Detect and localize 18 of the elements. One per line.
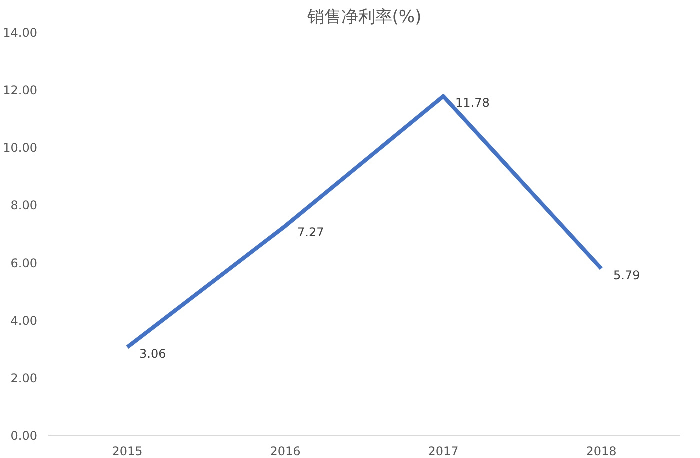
y-tick-label: 8.00 (10, 198, 38, 213)
x-tick-label: 2015 (112, 444, 143, 458)
line-series (126, 94, 604, 350)
y-tick-label: 12.00 (3, 84, 38, 98)
y-tick-label: 6.00 (10, 256, 38, 270)
x-tick-label: 2018 (586, 444, 617, 458)
y-tick-label: 10.00 (3, 141, 38, 156)
x-tick-label: 2017 (428, 444, 459, 458)
x-tick-label: 2016 (270, 444, 301, 458)
y-tick-label: 2.00 (10, 371, 38, 386)
y-tick-label: 0.00 (10, 429, 38, 443)
data-label: 3.06 (140, 346, 166, 361)
data-label: 7.27 (298, 226, 324, 240)
y-tick-label: 4.00 (10, 314, 38, 328)
data-label: 5.79 (614, 268, 640, 282)
y-tick-label: 14.00 (3, 26, 38, 40)
data-label: 11.78 (456, 96, 490, 110)
chart-title: 销售净利率(%) (306, 8, 422, 28)
